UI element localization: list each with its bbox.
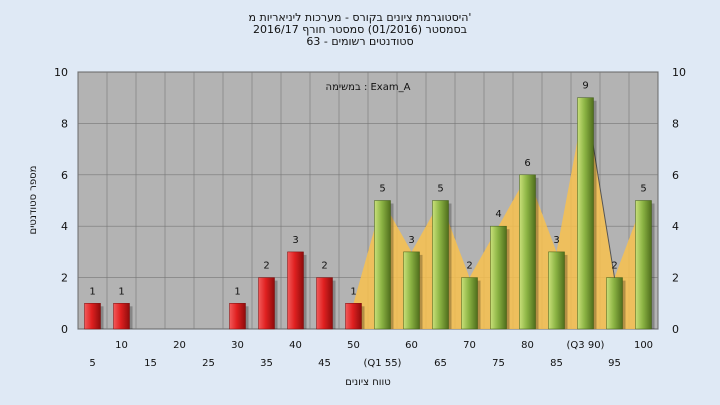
bar-value-label: 2 (466, 261, 472, 272)
y-tick-right: 4 (672, 220, 679, 233)
x-tick-75: 75 (492, 358, 505, 369)
bars (84, 97, 655, 330)
y-tick-left: 4 (61, 220, 68, 233)
chart-title-line-3: סטודנטים רשומים - 63 (306, 35, 414, 48)
x-tick-25: 25 (202, 358, 215, 369)
y-tick-left: 8 (61, 117, 68, 130)
y-tick-left: 2 (61, 272, 68, 285)
bar-value-label: 9 (582, 81, 588, 92)
x-tick-60: 60 (405, 340, 418, 351)
x-tick-65: 65 (434, 358, 447, 369)
bar-5 (84, 303, 101, 330)
x-tick-95: 95 (608, 358, 621, 369)
x-tick-90: (Q3 90) (567, 340, 605, 351)
x-tick-20: 20 (173, 340, 186, 351)
y-tick-right: 8 (672, 117, 679, 130)
bar-value-label: 1 (89, 286, 95, 297)
area-polygon (353, 97, 644, 329)
bar-30 (229, 303, 246, 330)
bar-value-label: 1 (234, 286, 240, 297)
y-tick-right: 10 (672, 66, 686, 79)
bar-55 (374, 200, 391, 330)
y-tick-left: 10 (54, 66, 68, 79)
x-tick-85: 85 (550, 358, 563, 369)
y-tick-left: 6 (61, 169, 68, 182)
x-tick-10: 10 (115, 340, 128, 351)
bar-65 (432, 200, 449, 330)
bar-value-label: 5 (437, 184, 443, 195)
bar-90 (577, 97, 594, 330)
bar-70 (461, 277, 478, 330)
bar-value-label: 3 (408, 235, 414, 246)
x-tick-70: 70 (463, 340, 476, 351)
bar-75 (490, 225, 507, 330)
x-tick-50: 50 (347, 340, 360, 351)
y-tick-right: 6 (672, 169, 679, 182)
chart-annotation: במשימה : Exam_A (326, 82, 411, 93)
bar-45 (316, 277, 333, 330)
x-tick-30: 30 (231, 340, 244, 351)
bar-85 (548, 251, 565, 330)
x-tick-35: 35 (260, 358, 273, 369)
bar-100 (635, 200, 652, 330)
bar-labels: 1 1 1 2 3 2 1 5 3 5 2 4 6 3 9 2 5 (89, 81, 646, 298)
y-tick-right: 2 (672, 272, 679, 285)
bar-35 (258, 277, 275, 330)
bar-value-label: 6 (524, 158, 530, 169)
y-axis-label: מספר סטודנטים (28, 166, 39, 235)
bar-value-label: 5 (379, 184, 385, 195)
bar-95 (606, 277, 623, 330)
bar-60 (403, 251, 420, 330)
bar-value-label: 3 (553, 235, 559, 246)
chart-title-line-2: בסמסטר (01/2016) סמסטר חורף 2016/17 (253, 23, 467, 36)
y-tick-left: 0 (61, 323, 68, 336)
x-tick-100: 100 (634, 340, 653, 351)
bar-10 (113, 303, 130, 330)
x-axis-label: טווח ציונים (345, 377, 390, 388)
bar-value-label: 1 (350, 286, 356, 297)
x-tick-15: 15 (144, 358, 157, 369)
bar-50 (345, 303, 362, 330)
x-tick-40: 40 (289, 340, 302, 351)
bar-value-label: 4 (495, 209, 501, 220)
bar-value-label: 2 (321, 261, 327, 272)
x-tick-55: (Q1 55) (364, 358, 402, 369)
chart-title-line-1: היסטוגרמת ציונים בקורס - מערכות ליניאריו… (248, 11, 472, 24)
x-tick-80: 80 (521, 340, 534, 351)
x-tick-5: 5 (89, 358, 95, 369)
bar-80 (519, 174, 536, 330)
bar-value-label: 1 (118, 286, 124, 297)
bar-value-label: 5 (640, 184, 646, 195)
bar-value-label: 2 (263, 261, 269, 272)
bar-value-label: 3 (292, 235, 298, 246)
x-tick-45: 45 (318, 358, 331, 369)
y-tick-right: 0 (672, 323, 679, 336)
bar-40 (287, 251, 304, 330)
bar-value-label: 2 (611, 261, 617, 272)
